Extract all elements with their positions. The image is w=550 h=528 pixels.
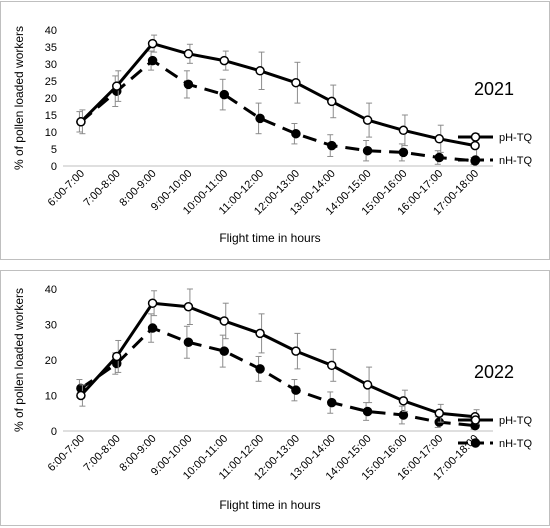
legend-marker-ph-tq: [470, 132, 481, 142]
data-point-ph-tq: [398, 396, 409, 406]
data-point-nh-tq: [398, 147, 409, 158]
chart-panel-2022: 0 10 20 30 40 6:00-7:00 7:00-8:00 8:00-9:00 9:00…: [0, 270, 550, 526]
legend-marker-ph-tq: [470, 415, 481, 425]
legend-marker-nh-tq: [470, 438, 481, 448]
data-point-ph-tq: [219, 55, 229, 66]
y-axis-title: % of pollen loaded workers: [12, 288, 26, 432]
data-point-ph-tq: [255, 66, 265, 76]
data-point-ph-tq: [147, 38, 158, 49]
data-point-nh-tq: [183, 79, 194, 90]
legend-label-ph-tq: pH-TQ: [499, 415, 532, 427]
data-point-nh-tq: [362, 145, 373, 156]
data-point-ph-tq: [112, 351, 122, 362]
y-tick-label: 15: [45, 110, 57, 122]
data-point-ph-tq: [327, 96, 337, 107]
y-tick-label: 10: [45, 127, 57, 139]
data-point-nh-tq: [147, 55, 158, 66]
series-line-nh-tq: [80, 326, 476, 428]
data-point-ph-tq: [291, 77, 301, 88]
data-point-nh-tq: [398, 410, 409, 420]
y-tick-label: 40: [45, 284, 57, 296]
x-tick-label: 6:00-7:00: [46, 433, 87, 474]
data-point-nh-tq: [291, 128, 301, 139]
data-point-nh-tq: [327, 397, 337, 408]
data-point-ph-tq: [76, 117, 86, 127]
x-tick-label: 6:00-7:00: [46, 168, 87, 209]
legend-label-nh-tq: nH-TQ: [499, 155, 532, 167]
x-tick-label: 7:00-8:00: [82, 168, 123, 209]
y-tick-label: 40: [45, 25, 57, 37]
y-tick-label: 30: [45, 59, 57, 71]
data-point-ph-tq: [147, 298, 158, 308]
data-point-ph-tq: [255, 328, 265, 339]
series-line-ph-tq: [79, 42, 476, 148]
data-point-ph-tq: [76, 390, 86, 401]
y-tick-label: 35: [45, 42, 57, 54]
legend-label-ph-tq: pH-TQ: [499, 132, 532, 144]
data-point-ph-tq: [362, 115, 373, 125]
series-line-ph-tq: [79, 301, 476, 419]
y-tick-label: 5: [51, 144, 57, 156]
data-point-nh-tq: [291, 385, 301, 395]
legend-marker-nh-tq: [470, 155, 481, 165]
x-tick-label: 7:00-8:00: [82, 433, 123, 474]
y-tick-label: 20: [45, 355, 57, 367]
y-tick-label: 0: [51, 161, 57, 173]
x-axis-title: Flight time in hours: [219, 498, 320, 512]
chart-2022: 0102030406:00-7:007:00-8:008:00-9:009:00…: [12, 284, 532, 512]
chart-year-label: 2022: [474, 362, 514, 382]
data-point-nh-tq: [255, 113, 265, 124]
x-axis-title: Flight time in hours: [219, 231, 320, 245]
data-point-ph-tq: [398, 125, 409, 136]
y-tick-label: 0: [51, 426, 57, 438]
data-point-ph-tq: [183, 302, 194, 312]
data-point-nh-tq: [219, 89, 229, 100]
data-point-ph-tq: [112, 81, 122, 91]
data-point-nh-tq: [362, 406, 373, 417]
data-point-ph-tq: [327, 360, 337, 371]
chart-panel-2021: 0 5 10 15 20 25 30 35 40 6:00-7:00 7:00-8:00 8:00-9…: [0, 1, 550, 260]
data-point-ph-tq: [183, 49, 194, 59]
data-point-ph-tq: [470, 140, 480, 151]
data-point-ph-tq: [219, 316, 229, 326]
y-tick-label: 20: [45, 93, 57, 105]
data-point-nh-tq: [183, 337, 194, 347]
data-point-ph-tq: [291, 346, 301, 356]
data-point-ph-tq: [434, 408, 444, 418]
y-axis-title: % of pollen loaded workers: [12, 26, 26, 170]
data-point-nh-tq: [327, 140, 337, 151]
data-point-nh-tq: [219, 346, 229, 356]
y-tick-label: 25: [45, 76, 57, 88]
data-point-nh-tq: [434, 152, 444, 163]
legend-label-nh-tq: nH-TQ: [499, 438, 532, 450]
data-point-ph-tq: [434, 134, 444, 144]
y-tick-label: 10: [45, 391, 57, 403]
chart-year-label: 2021: [474, 79, 514, 99]
data-point-nh-tq: [147, 323, 158, 333]
y-tick-label: 30: [45, 320, 57, 332]
data-point-nh-tq: [255, 364, 265, 374]
data-point-ph-tq: [362, 380, 373, 390]
chart-2021: 05101520253035406:00-7:007:00-8:008:00-9…: [12, 25, 532, 245]
